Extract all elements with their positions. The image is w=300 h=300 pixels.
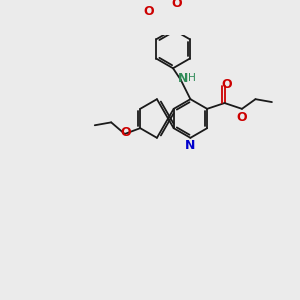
Text: N: N — [178, 72, 189, 85]
Text: O: O — [237, 111, 247, 124]
Text: H: H — [188, 73, 196, 83]
Text: O: O — [221, 78, 232, 91]
Text: O: O — [120, 126, 131, 139]
Text: O: O — [171, 0, 181, 10]
Text: N: N — [185, 139, 196, 152]
Text: O: O — [143, 5, 154, 18]
